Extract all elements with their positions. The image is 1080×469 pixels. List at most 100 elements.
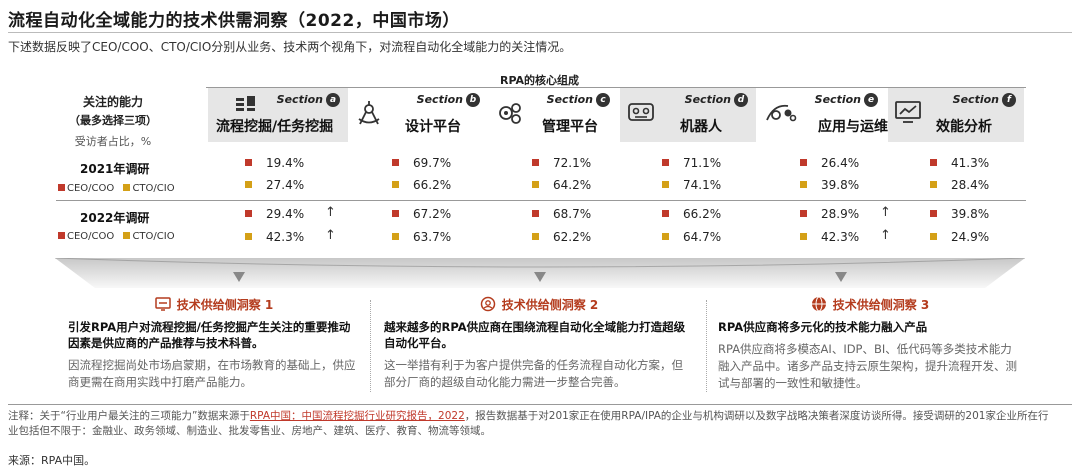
section-letter: e (864, 93, 878, 107)
legend-cto-swatch (123, 232, 131, 239)
respondent-share-label: 受访者占比，% (74, 135, 152, 148)
core-components-label: RPA的核心组成 (500, 74, 580, 87)
ceo-marker (532, 159, 539, 166)
value-text: 28.9% (821, 207, 860, 221)
ceo-marker (800, 210, 807, 217)
ceo-marker (392, 159, 399, 166)
title-divider (8, 32, 1072, 33)
value-text: 66.2% (683, 207, 722, 221)
value-cto-2022: 42.3% (800, 230, 859, 244)
insight-3-title: 技术供给侧洞察 3 (832, 298, 930, 312)
section-header-b: Section b 设计平台 (350, 88, 488, 142)
ceo-marker (662, 159, 669, 166)
value-text: 28.4% (951, 178, 990, 192)
down-arrow-icon (835, 272, 847, 282)
section-word: Section (276, 93, 323, 106)
value-text: 41.3% (951, 156, 990, 170)
ability-label: 关注的能力 (82, 95, 143, 109)
value-ceo-2021: 19.4% (245, 156, 304, 170)
insight-3: 技术供给侧洞察 3 RPA供应商将多元化的技术能力融入产品 RPA供应商将多模态… (718, 296, 1022, 392)
section-header-a: Section a 流程挖掘/任务挖掘 (208, 88, 348, 142)
value-text: 72.1% (553, 156, 592, 170)
value-ceo-2022: 29.4% (245, 207, 304, 221)
section-header-c: Section c 管理平台 (490, 88, 618, 142)
left-header: 关注的能力 （最多选择三项） 受访者占比，% (58, 93, 168, 149)
value-ceo-2021: 26.4% (800, 156, 859, 170)
max-select-label: （最多选择三项） (69, 114, 157, 127)
value-ceo-2021: 72.1% (532, 156, 591, 170)
section-word: Section (814, 93, 861, 106)
cto-marker (392, 181, 399, 188)
ceo-marker (245, 210, 252, 217)
value-text: 26.4% (821, 156, 860, 170)
up-arrow-icon: ↑ (880, 205, 891, 220)
section-word: Section (684, 93, 731, 106)
process-mining-icon (234, 94, 258, 120)
funnel-graphic (55, 258, 1025, 288)
insight-divider (370, 300, 371, 392)
ceo-marker (930, 210, 937, 217)
insight-2-heading: 技术供给侧洞察 2 (384, 296, 694, 313)
note-divider (8, 404, 1072, 405)
section-word: Section (416, 93, 463, 106)
value-text: 42.3% (266, 230, 305, 244)
value-text: 24.9% (951, 230, 990, 244)
insight-3-bold: RPA供应商将多元化的技术能力融入产品 (718, 320, 928, 334)
row-label-2022: 2022年调研 (80, 211, 150, 225)
note-suffix: ，报告数据基于对201家正在使用RPA/IPA的企业与机构调研以及数字战略决策者… (8, 410, 1049, 437)
ceo-marker (930, 159, 937, 166)
row-divider (56, 200, 1026, 201)
insight-2-title: 技术供给侧洞察 2 (501, 298, 599, 312)
management-platform-icon (496, 100, 524, 130)
section-name: 机器人 (680, 119, 722, 135)
section-badge: Section c (547, 93, 610, 107)
value-cto-2021: 64.2% (532, 178, 591, 192)
page-title: 流程自动化全域能力的技术供需洞察（2022，中国市场） (8, 11, 460, 31)
insight-1-bold: 引发RPA用户对流程挖掘/任务挖掘产生关注的重要推动因素是供应商的产品推荐与技术… (68, 320, 351, 350)
globe-icon (811, 296, 826, 312)
value-text: 66.2% (413, 178, 452, 192)
value-ceo-2022: 67.2% (392, 207, 451, 221)
value-ceo-2022: 68.7% (532, 207, 591, 221)
legend-cto-label: CTO/CIO (132, 183, 175, 194)
value-cto-2022: 24.9% (930, 230, 989, 244)
value-text: 63.7% (413, 230, 452, 244)
insight-3-text: RPA供应商将多模态AI、IDP、BI、低代码等多类技术能力融入产品中。诸多产品… (718, 342, 1017, 390)
cto-marker (392, 233, 399, 240)
section-badge: Section b (417, 93, 480, 107)
value-text: 29.4% (266, 207, 305, 221)
up-arrow-icon: ↑ (325, 228, 336, 243)
value-cto-2021: 74.1% (662, 178, 721, 192)
legend-2021: CEO/COO CTO/CIO (58, 183, 175, 194)
section-letter: f (1002, 93, 1016, 107)
cto-marker (245, 181, 252, 188)
cto-marker (930, 181, 937, 188)
report-link[interactable]: RPA中国：中国流程挖掘行业研究报告，2022 (249, 410, 465, 422)
cto-marker (662, 181, 669, 188)
legend-ceo-swatch (58, 184, 65, 191)
value-text: 68.7% (553, 207, 592, 221)
value-ceo-2021: 41.3% (930, 156, 989, 170)
legend-ceo-swatch (58, 232, 65, 239)
ceo-marker (532, 210, 539, 217)
footnote: 注释：关于“行业用户最关注的三项能力”数据来源于RPA中国：中国流程挖掘行业研究… (8, 409, 1058, 439)
value-text: 74.1% (683, 178, 722, 192)
row-label-2021: 2021年调研 (80, 162, 150, 176)
insight-1-text: 因流程挖掘尚处市场启蒙期，在市场教育的基础上，供应商更需在商用实践中打磨产品能力… (68, 358, 356, 389)
value-ceo-2021: 71.1% (662, 156, 721, 170)
legend-ceo-label: CEO/COO (67, 183, 115, 194)
insight-1-heading: 技术供给侧洞察 1 (68, 296, 360, 313)
value-text: 64.2% (553, 178, 592, 192)
ceo-marker (800, 159, 807, 166)
section-name: 流程挖掘/任务挖掘 (216, 119, 334, 135)
section-word: Section (546, 93, 593, 106)
section-name: 应用与运维 (818, 119, 888, 135)
note-prefix: 注释：关于“行业用户最关注的三项能力”数据来源于 (8, 410, 250, 422)
value-ceo-2022: 39.8% (930, 207, 989, 221)
section-word: Section (952, 93, 999, 106)
tech-insight-icon (154, 297, 171, 311)
ceo-marker (662, 210, 669, 217)
value-cto-2022: 63.7% (392, 230, 451, 244)
value-cto-2022: 42.3% (245, 230, 304, 244)
legend-ceo-label: CEO/COO (67, 231, 115, 242)
